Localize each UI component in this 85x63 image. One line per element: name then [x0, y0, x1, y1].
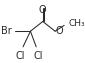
Text: Br: Br	[1, 26, 11, 36]
Text: Cl: Cl	[33, 51, 43, 61]
Text: O: O	[39, 5, 47, 15]
Text: Cl: Cl	[16, 51, 25, 61]
Text: O: O	[55, 26, 63, 36]
Text: CH₃: CH₃	[68, 19, 85, 28]
